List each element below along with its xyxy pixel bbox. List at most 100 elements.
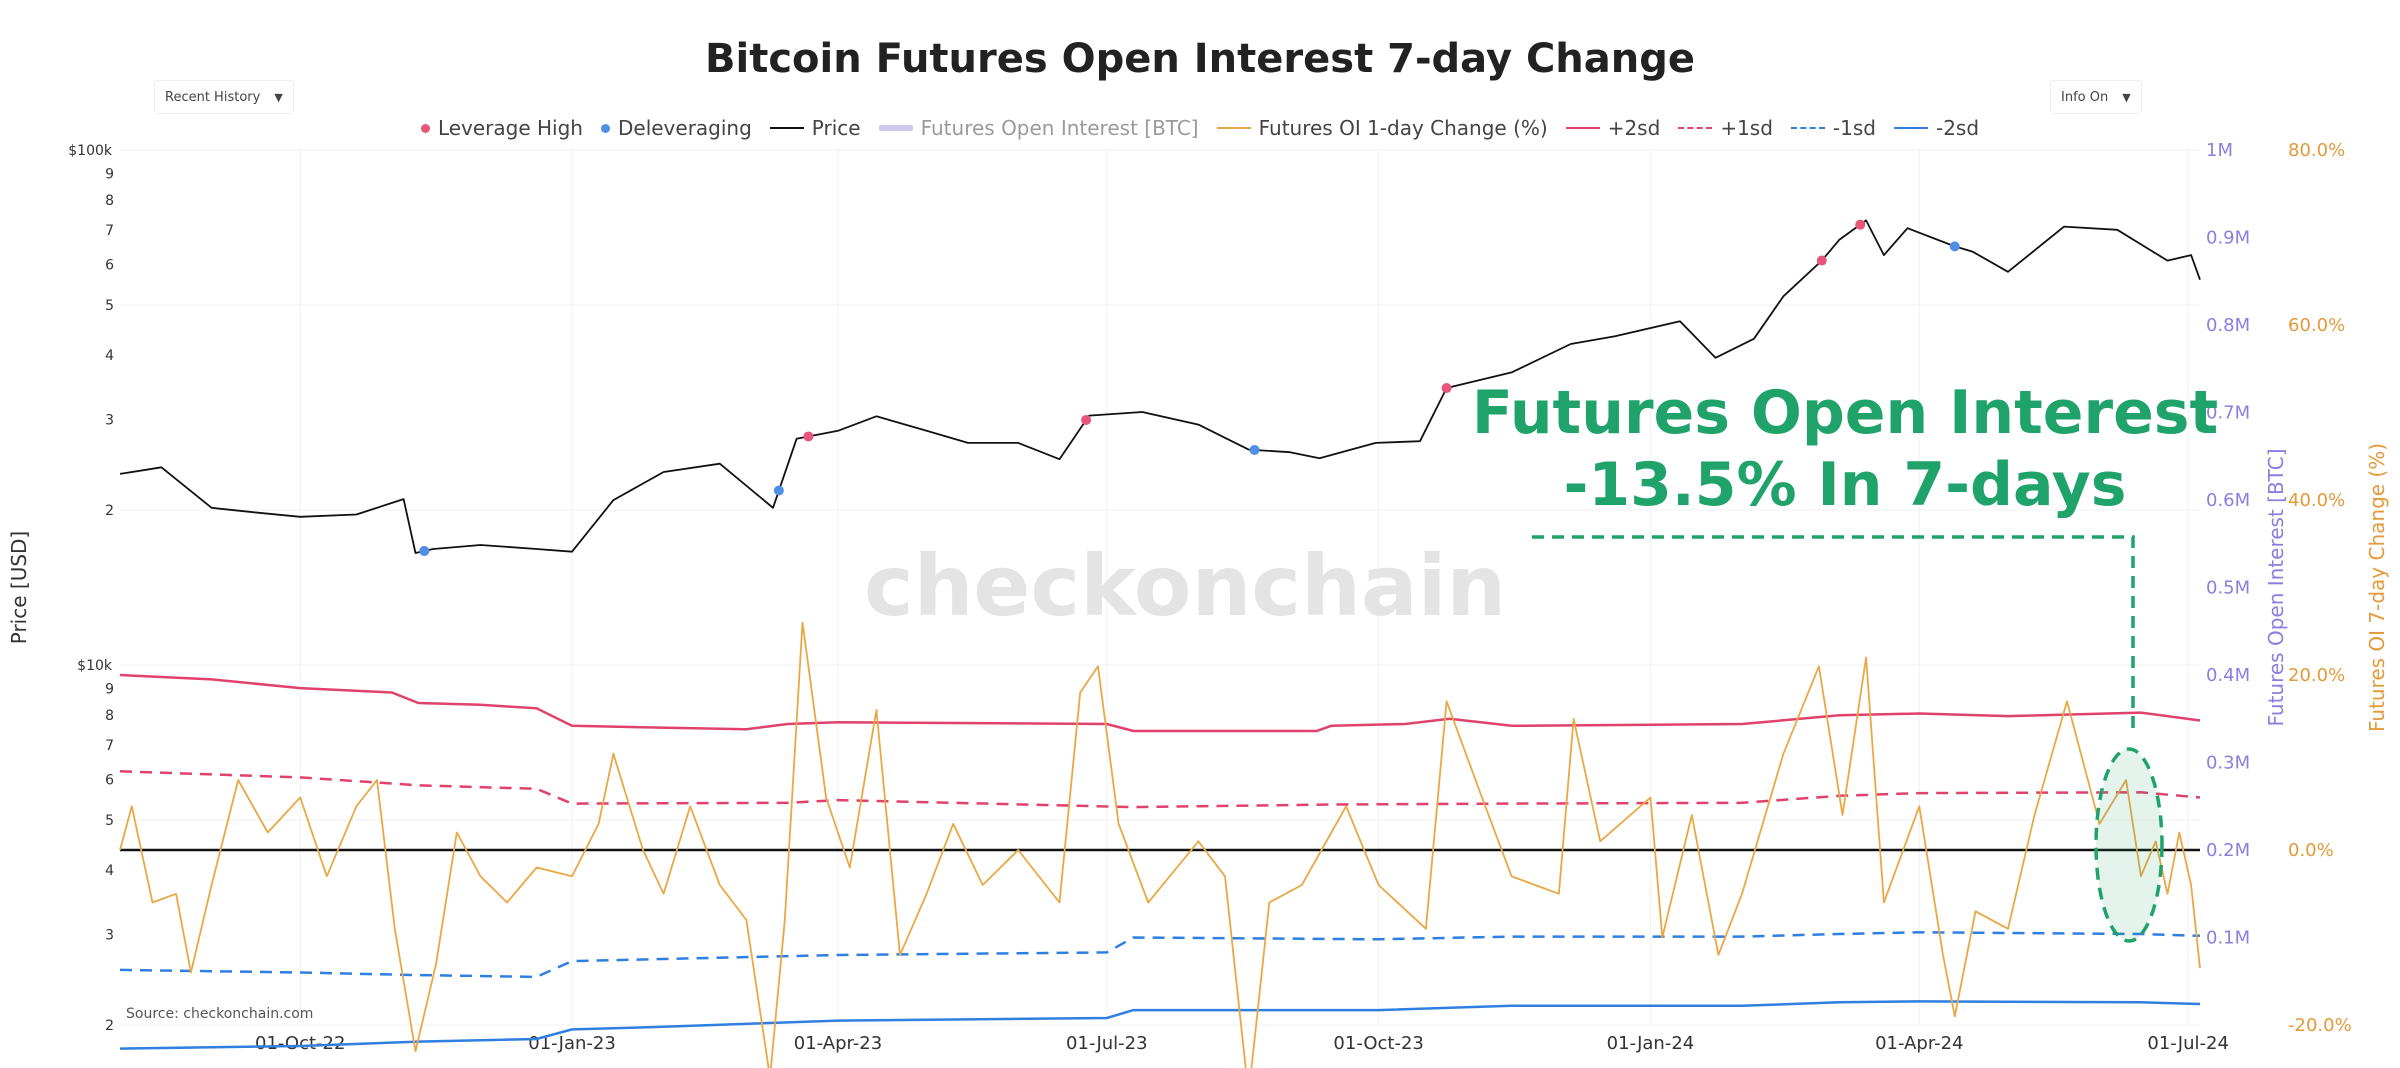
y-left-tick-label: 7	[105, 223, 114, 239]
annotation-subtitle: -13.5% In 7-days	[1564, 450, 2127, 520]
y-left-tick-label: 2	[105, 1018, 114, 1034]
leverage-high-marker	[1081, 414, 1092, 425]
legend-label: Futures OI 1-day Change (%)	[1258, 116, 1548, 140]
y-left-tick-label: 4	[105, 348, 114, 364]
leverage-high-marker	[1816, 255, 1827, 266]
deleveraging-marker	[773, 485, 784, 496]
y-left-tick-label: 9	[105, 167, 114, 183]
deleveraging-marker	[1949, 241, 1960, 252]
y-right-pct-axis-title: Futures OI 7-day Change (%)	[2365, 443, 2389, 732]
legend-item[interactable]: +2sd	[1565, 116, 1661, 140]
y-right-oi-tick-label: 0.4M	[2206, 665, 2250, 686]
leverage-high-marker	[1855, 219, 1866, 230]
legend-swatch	[1565, 127, 1600, 129]
watermark: checkonchain	[864, 537, 1506, 635]
y-right-pct-tick-label: -20.0%	[2288, 1015, 2352, 1036]
x-tick-label: 01-Jul-24	[2147, 1033, 2229, 1054]
y-right-pct-tick-label: 80.0%	[2288, 140, 2345, 161]
y-left-tick-label: 8	[105, 708, 114, 724]
y-right-oi-tick-label: 0.3M	[2206, 753, 2250, 774]
annotation-leader-line	[1532, 535, 2135, 730]
price-line	[119, 219, 2201, 554]
y-left-tick-label: 2	[105, 503, 114, 519]
y-left-tick-label: 3	[105, 412, 114, 428]
y-left-tick-label: 9	[105, 682, 114, 698]
x-tick-label: 01-Jan-23	[528, 1033, 616, 1054]
y-left-tick-label: 3	[105, 927, 114, 943]
chart-legend: Leverage High Deleveraging Price Futures Op…	[0, 116, 2400, 140]
legend-item[interactable]: -1sd	[1790, 116, 1876, 140]
legend-label: -2sd	[1935, 116, 1980, 140]
y-left-tick-label: 4	[105, 863, 114, 879]
legend-swatch	[420, 123, 430, 133]
x-tick-label: 01-Apr-24	[1875, 1033, 1963, 1054]
legend-swatch	[1893, 127, 1928, 129]
plus1sd-line	[119, 770, 2201, 809]
legend-swatch	[1790, 127, 1825, 129]
y-right-oi-axis-title: Futures Open Interest [BTC]	[2264, 448, 2288, 726]
legend-swatch	[1216, 127, 1251, 129]
legend-swatch	[769, 127, 804, 129]
legend-swatch	[1678, 127, 1713, 129]
y-left-axis-title: Price [USD]	[7, 531, 31, 645]
history-dropdown[interactable]: Recent History ▼	[154, 80, 294, 114]
y-right-oi-tick-label: 0.5M	[2206, 578, 2250, 599]
chevron-down-icon: ▼	[274, 90, 283, 104]
legend-label: Deleveraging	[617, 116, 752, 140]
legend-label: +1sd	[1720, 116, 1773, 140]
legend-swatch	[600, 123, 610, 133]
annotation-title: Futures Open Interest	[1472, 378, 2218, 448]
legend-item[interactable]: -2sd	[1893, 116, 1980, 140]
leverage-high-marker	[1441, 383, 1452, 394]
legend-item[interactable]: Leverage High	[420, 116, 583, 140]
leverage-high-marker	[803, 431, 814, 442]
x-tick-label: 01-Oct-22	[255, 1033, 345, 1054]
y-right-oi-tick-label: 0.2M	[2206, 840, 2250, 861]
x-tick-label: 01-Jul-23	[1066, 1033, 1148, 1054]
legend-label: +2sd	[1607, 116, 1661, 140]
y-left-tick-label: 5	[105, 813, 114, 829]
legend-item[interactable]: Futures Open Interest [BTC]	[878, 116, 1199, 140]
y-right-pct-tick-label: 0.0%	[2288, 840, 2334, 861]
page-title: Bitcoin Futures Open Interest 7-day Chan…	[705, 36, 1695, 82]
y-right-pct-tick-label: 60.0%	[2288, 315, 2345, 336]
y-left-tick-label: 6	[105, 772, 114, 788]
x-tick-label: 01-Oct-23	[1333, 1033, 1423, 1054]
oi-change-line	[119, 621, 2201, 1068]
x-tick-label: 01-Jan-24	[1607, 1033, 1695, 1054]
chevron-down-icon: ▼	[2122, 90, 2131, 104]
legend-label: Leverage High	[437, 116, 583, 140]
legend-item[interactable]: Price	[769, 116, 861, 140]
legend-item[interactable]: +1sd	[1678, 116, 1773, 140]
y-right-oi-tick-label: 0.7M	[2206, 403, 2250, 424]
info-dropdown[interactable]: Info On ▼	[2050, 80, 2142, 114]
y-left-tick-label: 8	[105, 193, 114, 209]
y-right-oi-tick-label: 1M	[2206, 140, 2233, 161]
y-left-tick-label: $10k	[77, 658, 113, 674]
plus2sd-line	[119, 673, 2201, 733]
info-dropdown-label: Info On	[2061, 89, 2109, 105]
y-left-tick-label: 5	[105, 298, 114, 314]
legend-item[interactable]: Deleveraging	[600, 116, 752, 140]
deleveraging-marker	[1249, 444, 1260, 455]
y-left-tick-label: 7	[105, 738, 114, 754]
y-left-tick-label: $100k	[68, 143, 113, 159]
legend-label: -1sd	[1832, 116, 1876, 140]
minus1sd-line	[119, 931, 2201, 979]
legend-item[interactable]: Futures OI 1-day Change (%)	[1216, 116, 1548, 140]
legend-label: Price	[811, 116, 861, 140]
y-right-oi-tick-label: 0.1M	[2206, 928, 2250, 949]
y-right-oi-tick-label: 0.8M	[2206, 315, 2250, 336]
x-tick-label: 01-Apr-23	[794, 1033, 882, 1054]
y-right-pct-tick-label: 20.0%	[2288, 665, 2345, 686]
annotation-highlight-ellipse	[2094, 747, 2164, 943]
y-left-tick-label: 6	[105, 257, 114, 273]
legend-label: Futures Open Interest [BTC]	[920, 116, 1199, 140]
source-text: Source: checkonchain.com	[126, 1006, 313, 1022]
legend-swatch	[878, 125, 913, 131]
deleveraging-marker	[419, 545, 430, 556]
y-right-oi-tick-label: 0.9M	[2206, 228, 2250, 249]
minus2sd-line	[119, 1000, 2201, 1050]
y-right-pct-tick-label: 40.0%	[2288, 490, 2345, 511]
